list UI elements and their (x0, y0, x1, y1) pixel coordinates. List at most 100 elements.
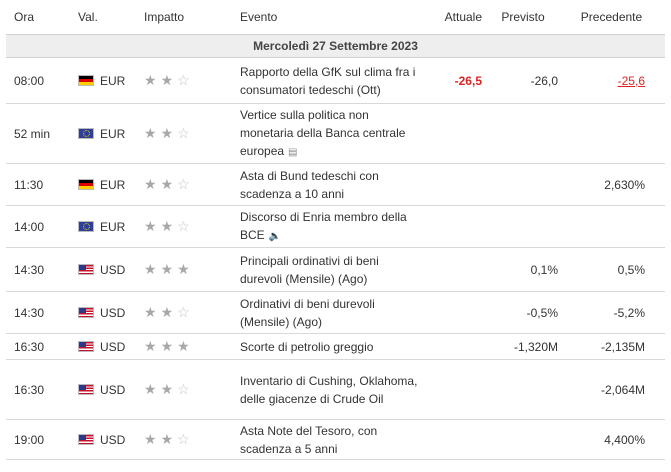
event-time: 16:30 (14, 382, 45, 397)
star-filled-icon: ★ (160, 125, 174, 141)
flag-us-icon (78, 341, 94, 352)
event-row[interactable]: 16:30 USD ★ ★ ☆ Inventario di Cushing, Oklaho… (6, 360, 665, 420)
star-filled-icon: ★ (144, 72, 157, 88)
event-title[interactable]: Asta di Bund tedeschi con scadenza a 10 … (232, 167, 422, 203)
event-forecast: -26,0 (530, 73, 558, 88)
event-time: 14:30 (14, 262, 45, 277)
event-row[interactable]: 11:30 EUR ★ ★ ☆ Asta di Bund tedeschi con sca… (6, 164, 665, 206)
currency-code: USD (100, 432, 126, 447)
event-currency: USD (78, 431, 144, 449)
star-empty-icon: ☆ (177, 218, 190, 234)
event-time: 11:30 (14, 177, 44, 192)
table-header: Ora Val. Impatto Evento Attuale Previsto… (6, 0, 665, 34)
event-title[interactable]: Asta Note del Tesoro, con scadenza a 5 a… (232, 422, 422, 458)
star-empty-icon: ☆ (177, 431, 190, 447)
star-empty-icon: ☆ (177, 304, 190, 320)
star-filled-icon: ★ (160, 304, 174, 320)
header-time: Ora (14, 10, 35, 24)
event-time: 52 min (14, 126, 51, 141)
event-row[interactable]: 19:00 USD ★ ★ ☆ Asta Note del Tesoro, con sca… (6, 420, 665, 460)
star-filled-icon: ★ (160, 338, 174, 354)
event-time: 14:00 (14, 219, 45, 234)
event-row[interactable]: 52 min EUR ★ ★ ☆ Vertice sulla politica non m… (6, 104, 665, 164)
star-filled-icon: ★ (144, 304, 157, 320)
impact-stars: ★ ★ ★ (144, 260, 232, 279)
star-filled-icon: ★ (160, 431, 174, 447)
event-title[interactable]: Scorte di petrolio greggio (232, 338, 422, 356)
flag-us-icon (78, 384, 94, 395)
event-title-text[interactable]: Scorte di petrolio greggio (240, 339, 374, 354)
event-row[interactable]: 14:30 USD ★ ★ ★ Principali ordinativi di beni… (6, 248, 665, 292)
impact-stars: ★ ★ ★ (144, 337, 232, 356)
event-forecast: -0,5% (526, 305, 558, 320)
star-filled-icon: ★ (160, 72, 174, 88)
event-row[interactable]: 14:30 USD ★ ★ ☆ Ordinativi di beni durevoli (… (6, 292, 665, 334)
event-currency: EUR (78, 176, 144, 194)
event-currency: USD (78, 338, 144, 356)
event-title[interactable]: Inventario di Cushing, Oklahoma, delle g… (232, 372, 422, 408)
impact-stars: ★ ★ ☆ (144, 175, 232, 194)
event-title-text[interactable]: Vertice sulla politica non monetaria del… (240, 107, 406, 158)
event-previous: -25,6 (617, 73, 645, 88)
impact-stars: ★ ★ ☆ (144, 303, 232, 322)
impact-stars: ★ ★ ☆ (144, 380, 232, 399)
star-filled-icon: ★ (160, 381, 174, 397)
event-title-text[interactable]: Discorso di Enria membro della BCE (240, 209, 407, 242)
document-icon[interactable]: ▤ (288, 146, 298, 158)
star-filled-icon: ★ (160, 218, 174, 234)
event-currency: USD (78, 381, 144, 399)
event-row[interactable]: 08:00 EUR ★ ★ ☆ Rapporto della GfK sul clima … (6, 58, 665, 104)
event-row[interactable]: 14:00 EUR ★ ★ ☆ Discorso di Enria membro dell… (6, 206, 665, 248)
impact-stars: ★ ★ ☆ (144, 71, 232, 90)
flag-eu-icon (78, 128, 94, 139)
flag-us-icon (78, 264, 94, 275)
star-empty-icon: ☆ (177, 381, 190, 397)
economic-calendar: Ora Val. Impatto Evento Attuale Previsto… (6, 0, 665, 460)
currency-code: EUR (100, 219, 126, 234)
currency-code: EUR (100, 126, 126, 141)
event-title-text[interactable]: Ordinativi di beni durevoli (Mensile) (A… (240, 296, 375, 329)
event-previous: 4,400% (604, 432, 645, 447)
event-title-text[interactable]: Principali ordinativi di beni durevoli (… (240, 253, 379, 286)
currency-code: EUR (100, 73, 126, 88)
event-forecast: 0,1% (530, 262, 558, 277)
event-time: 16:30 (14, 339, 45, 354)
event-actual: -26,5 (454, 73, 482, 88)
currency-code: USD (100, 305, 126, 320)
impact-stars: ★ ★ ☆ (144, 217, 232, 236)
event-title[interactable]: Discorso di Enria membro della BCE 🔈 (232, 208, 422, 246)
currency-code: USD (100, 339, 126, 354)
star-filled-icon: ★ (144, 125, 157, 141)
event-previous: 0,5% (617, 262, 645, 277)
event-title-text[interactable]: Inventario di Cushing, Oklahoma, delle g… (240, 373, 418, 406)
event-previous: -2,064M (600, 382, 645, 397)
flag-eu-icon (78, 221, 94, 232)
event-time: 19:00 (14, 432, 45, 447)
star-empty-icon: ☆ (177, 176, 190, 192)
star-filled-icon: ★ (144, 431, 157, 447)
event-time: 14:30 (14, 305, 45, 320)
star-filled-icon: ★ (144, 338, 157, 354)
event-title[interactable]: Principali ordinativi di beni durevoli (… (232, 252, 422, 288)
event-title-text[interactable]: Rapporto della GfK sul clima fra i consu… (240, 64, 416, 97)
event-title-text[interactable]: Asta Note del Tesoro, con scadenza a 5 a… (240, 423, 378, 456)
star-empty-icon: ☆ (177, 125, 190, 141)
currency-code: USD (100, 382, 126, 397)
flag-us-icon (78, 434, 94, 445)
star-filled-icon: ★ (177, 261, 190, 277)
impact-stars: ★ ★ ☆ (144, 124, 232, 143)
star-filled-icon: ★ (144, 176, 157, 192)
event-title[interactable]: Vertice sulla politica non monetaria del… (232, 106, 422, 162)
event-list: 08:00 EUR ★ ★ ☆ Rapporto della GfK sul clima … (6, 58, 665, 460)
speaker-icon[interactable]: 🔈 (268, 230, 282, 242)
header-forecast: Previsto (501, 10, 545, 24)
event-title[interactable]: Rapporto della GfK sul clima fra i consu… (232, 63, 422, 99)
event-title-text[interactable]: Asta di Bund tedeschi con scadenza a 10 … (240, 168, 379, 201)
header-event: Evento (240, 10, 278, 24)
event-title[interactable]: Ordinativi di beni durevoli (Mensile) (A… (232, 295, 422, 331)
event-previous: 2,630% (604, 177, 645, 192)
flag-de-icon (78, 179, 94, 190)
currency-code: USD (100, 262, 126, 277)
header-impact: Impatto (144, 10, 185, 24)
event-row[interactable]: 16:30 USD ★ ★ ★ Scorte di petrolio greggio -1,… (6, 334, 665, 360)
